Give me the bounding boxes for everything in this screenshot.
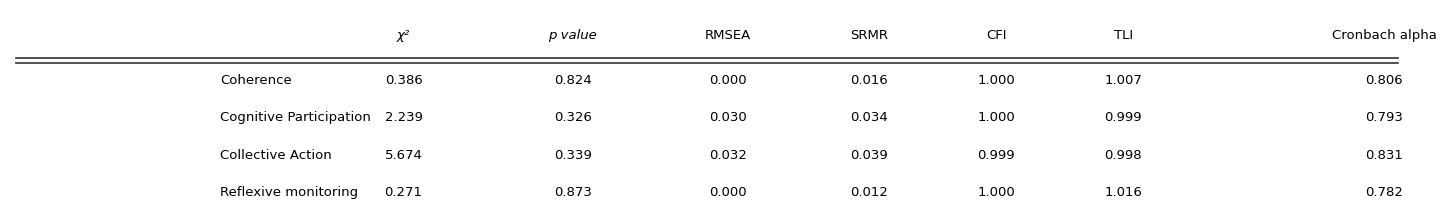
- Text: 0.271: 0.271: [384, 186, 423, 199]
- Text: 0.998: 0.998: [1105, 149, 1142, 162]
- Text: SRMR: SRMR: [851, 29, 888, 42]
- Text: 1.000: 1.000: [978, 186, 1015, 199]
- Text: 0.326: 0.326: [554, 111, 592, 124]
- Text: 0.999: 0.999: [978, 149, 1015, 162]
- Text: p value: p value: [549, 29, 598, 42]
- Text: 0.039: 0.039: [851, 149, 888, 162]
- Text: 0.016: 0.016: [851, 74, 888, 87]
- Text: 0.824: 0.824: [554, 74, 592, 87]
- Text: CFI: CFI: [986, 29, 1006, 42]
- Text: χ²: χ²: [397, 29, 410, 42]
- Text: 0.386: 0.386: [384, 74, 423, 87]
- Text: 0.012: 0.012: [851, 186, 888, 199]
- Text: 0.000: 0.000: [709, 74, 747, 87]
- Text: 0.793: 0.793: [1366, 111, 1404, 124]
- Text: 1.000: 1.000: [978, 74, 1015, 87]
- Text: 0.030: 0.030: [709, 111, 747, 124]
- Text: 5.674: 5.674: [384, 149, 423, 162]
- Text: 0.034: 0.034: [851, 111, 888, 124]
- Text: 0.339: 0.339: [554, 149, 592, 162]
- Text: Collective Action: Collective Action: [219, 149, 332, 162]
- Text: 1.007: 1.007: [1105, 74, 1142, 87]
- Text: Coherence: Coherence: [219, 74, 292, 87]
- Text: 0.032: 0.032: [709, 149, 747, 162]
- Text: 1.000: 1.000: [978, 111, 1015, 124]
- Text: 0.831: 0.831: [1366, 149, 1404, 162]
- Text: RMSEA: RMSEA: [705, 29, 751, 42]
- Text: 0.999: 0.999: [1105, 111, 1142, 124]
- Text: 0.782: 0.782: [1366, 186, 1404, 199]
- Text: TLI: TLI: [1113, 29, 1134, 42]
- Text: Reflexive monitoring: Reflexive monitoring: [219, 186, 358, 199]
- Text: Cognitive Participation: Cognitive Participation: [219, 111, 371, 124]
- Text: 0.806: 0.806: [1366, 74, 1404, 87]
- Text: 2.239: 2.239: [384, 111, 423, 124]
- Text: 1.016: 1.016: [1105, 186, 1142, 199]
- Text: 0.873: 0.873: [554, 186, 592, 199]
- Text: Cronbach alpha: Cronbach alpha: [1331, 29, 1437, 42]
- Text: 0.000: 0.000: [709, 186, 747, 199]
